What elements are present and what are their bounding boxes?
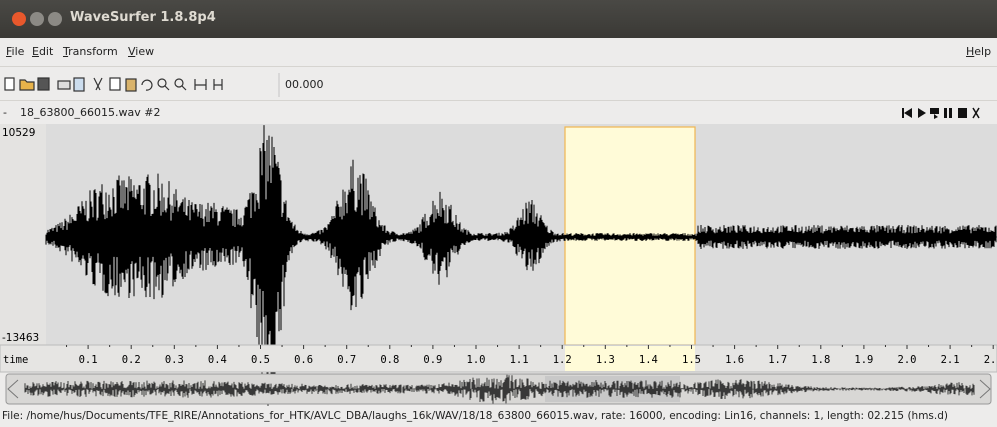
toolbar-icons	[4, 73, 280, 97]
zoom-all-button[interactable]	[194, 79, 207, 90]
menu-file[interactable]: File	[6, 45, 25, 58]
stop-button[interactable]	[958, 108, 967, 118]
close-sound-button[interactable]	[972, 107, 980, 119]
time-tick-label: 1.7	[768, 354, 787, 366]
sound-panel: 10529 -13463 time 0.1 0.2 0.3 0.4 0.5 0.6 0.7 0…	[0, 124, 997, 406]
time-tick-label: 1.1	[510, 354, 529, 366]
title-bar: WaveSurfer 1.8.8p4	[0, 0, 997, 38]
new-button[interactable]	[4, 77, 15, 91]
minimize-button[interactable]	[30, 12, 44, 26]
properties-button[interactable]	[73, 77, 85, 92]
min-amplitude: -13463	[2, 332, 39, 344]
time-tick-label: 1.8	[811, 354, 830, 366]
time-tick-label: 0.7	[337, 354, 356, 366]
save-button[interactable]	[37, 77, 50, 91]
time-axis	[0, 344, 997, 373]
playback-controls	[902, 107, 980, 119]
print-button[interactable]	[57, 80, 71, 90]
rewind-button[interactable]	[902, 108, 912, 118]
menu-transform[interactable]: Transform	[63, 45, 118, 58]
menu-help[interactable]: Help	[966, 45, 992, 58]
time-tick-label: 0.9	[423, 354, 442, 366]
open-button[interactable]	[19, 79, 35, 91]
overview-waveform	[24, 374, 975, 404]
time-tick-label: 0.3	[165, 354, 184, 366]
time-tick-label: 0.2	[122, 354, 141, 366]
status-bar: File: /home/hus/Documents/TFE_RIRE/Annot…	[2, 410, 948, 422]
copy-button[interactable]	[109, 77, 121, 91]
pause-button[interactable]	[944, 108, 952, 118]
paste-button[interactable]	[125, 78, 137, 92]
time-tick-label: 1.4	[639, 354, 658, 366]
zoom-out-button[interactable]	[174, 78, 187, 91]
time-tick-label: 2.2	[984, 354, 997, 366]
zoom-sel-button[interactable]	[213, 79, 223, 90]
time-label: time	[3, 354, 28, 366]
scroll-arrows[interactable]	[7, 379, 991, 399]
time-display: 00.000	[285, 78, 324, 91]
undo-button[interactable]	[141, 79, 153, 91]
time-axis-selection	[565, 346, 695, 371]
window-title: WaveSurfer 1.8.8p4	[70, 10, 216, 25]
time-tick-label: 0.6	[294, 354, 313, 366]
close-button[interactable]	[12, 12, 26, 26]
toolbar: 00.000	[0, 66, 997, 101]
maximize-button[interactable]	[48, 12, 62, 26]
time-tick-label: 2.0	[898, 354, 917, 366]
time-tick-label: 0.8	[380, 354, 399, 366]
menu-view[interactable]: View	[128, 45, 155, 58]
zoom-in-button[interactable]	[157, 78, 170, 91]
overview-visible-region[interactable]	[545, 376, 680, 402]
time-tick-label: 0.5	[251, 354, 270, 366]
play-loop-button[interactable]	[930, 108, 939, 119]
menu-bar: File Edit Transform View Help	[0, 38, 997, 66]
max-amplitude: 10529	[2, 127, 35, 139]
play-button[interactable]	[918, 108, 926, 118]
sound-prefix: -	[3, 106, 7, 119]
sound-name: 18_63800_66015.wav #2	[20, 106, 161, 119]
time-tick-label: 1.6	[725, 354, 744, 366]
overview-scrollbar[interactable]	[5, 373, 992, 405]
time-tick-label: 0.4	[208, 354, 227, 366]
time-tick-label: 1.9	[854, 354, 873, 366]
cut-button[interactable]	[93, 77, 103, 91]
sound-header: - 18_63800_66015.wav #2	[0, 100, 997, 125]
menu-edit[interactable]: Edit	[32, 45, 54, 58]
time-tick-label: 1.0	[467, 354, 486, 366]
time-tick-label: 1.2	[553, 354, 572, 366]
time-tick-label: 1.5	[682, 354, 701, 366]
time-tick-label: 1.3	[596, 354, 615, 366]
time-tick-label: 2.1	[941, 354, 960, 366]
time-tick-label: 0.1	[79, 354, 98, 366]
